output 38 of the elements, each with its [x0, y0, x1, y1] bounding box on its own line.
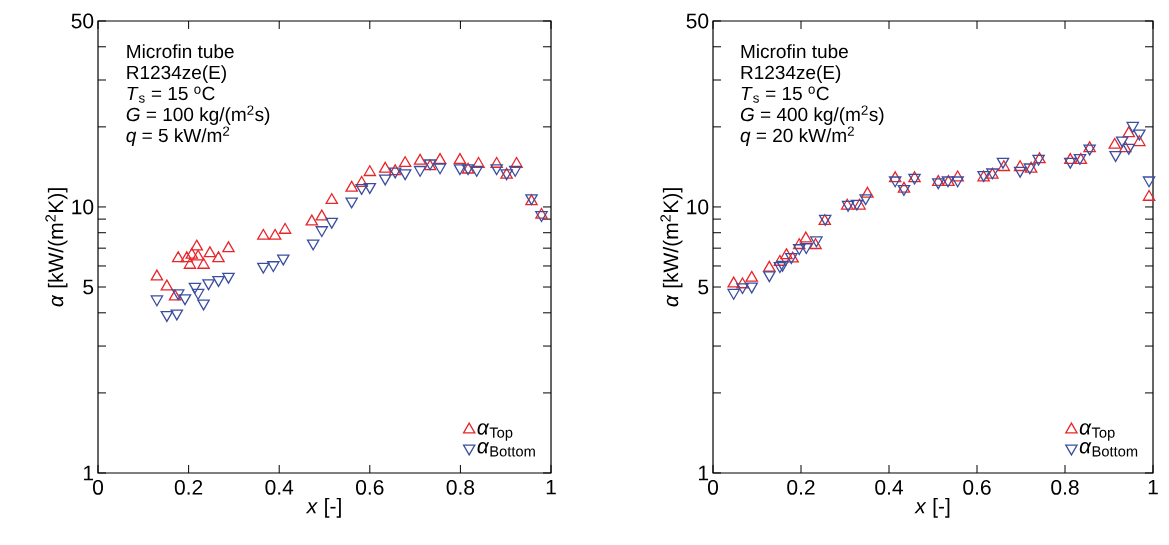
x-tick-label: 0.2: [174, 479, 203, 495]
x-axis-title: x [-]: [914, 498, 950, 518]
annotation: T$_{s}$ = 15 $^{o}$C: [127, 86, 215, 103]
y-tick-label: 1: [698, 465, 709, 481]
annotation: G = 400 kg/(m$^{2}$s): [740, 105, 884, 125]
legend-label: α$_{Top}$: [1079, 423, 1115, 441]
annotation: R1234ze(E): [741, 65, 841, 83]
legend-label: α$_{Top}$: [477, 423, 513, 441]
y-tick-label: 1: [84, 465, 94, 481]
y-tick-label: 5: [698, 279, 709, 295]
x-tick-label: 0.8: [1051, 479, 1079, 495]
annotation: R1234ze(E): [127, 65, 226, 83]
annotation: Microfin tube: [741, 44, 848, 59]
annotation: T$_{s}$ = 15 $^{o}$C: [741, 86, 829, 103]
annotation: q = 20 kW/m$^{2}$: [740, 126, 854, 146]
y-tick-label: 50: [71, 13, 94, 29]
annotation: G = 100 kg/(m$^{2}$s): [126, 105, 270, 125]
y-tick-label: 50: [686, 13, 709, 29]
y-tick-label: 5: [83, 279, 94, 295]
legend-label: α$_{Bottom}$: [477, 442, 535, 457]
y-axis-title: α [kW/(m$^{2}$K)]: [45, 188, 68, 307]
annotation: q = 5 kW/m$^{2}$: [126, 126, 230, 146]
y-tick-label: 10: [72, 199, 94, 215]
x-tick-label: 0: [707, 479, 719, 495]
y-tick-label: 10: [687, 199, 709, 215]
x-tick-label: 0.4: [875, 479, 903, 495]
x-axis-title: x [-]: [305, 498, 341, 518]
annotation: Microfin tube: [127, 44, 234, 59]
x-tick-label: 0.2: [787, 479, 815, 495]
x-tick-label: 0: [92, 479, 104, 495]
y-axis-title: α [kW/(m$^{2}$K)]: [660, 188, 683, 307]
x-tick-label: 1: [546, 479, 556, 495]
x-tick-label: 0.8: [446, 479, 475, 495]
legend-label: α$_{Bottom}$: [1079, 442, 1138, 457]
x-tick-label: 1: [1148, 479, 1158, 495]
x-tick-label: 0.4: [265, 479, 294, 495]
x-tick-label: 0.6: [356, 479, 384, 495]
x-tick-label: 0.6: [963, 479, 991, 495]
